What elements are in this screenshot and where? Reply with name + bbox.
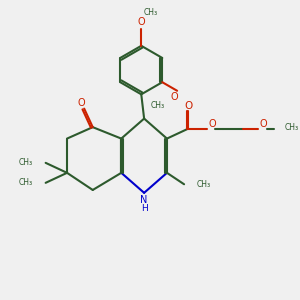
- Text: CH₃: CH₃: [285, 123, 299, 132]
- Text: O: O: [184, 101, 193, 111]
- Text: CH₃: CH₃: [144, 8, 158, 17]
- Text: O: O: [260, 119, 267, 129]
- Text: CH₃: CH₃: [19, 158, 33, 167]
- Text: CH₃: CH₃: [151, 100, 165, 109]
- Text: H: H: [141, 204, 148, 213]
- Text: CH₃: CH₃: [19, 178, 33, 187]
- Text: N: N: [140, 195, 148, 205]
- Text: O: O: [208, 119, 216, 129]
- Text: CH₃: CH₃: [197, 180, 211, 189]
- Text: O: O: [137, 17, 145, 27]
- Text: O: O: [77, 98, 85, 108]
- Text: O: O: [170, 92, 178, 102]
